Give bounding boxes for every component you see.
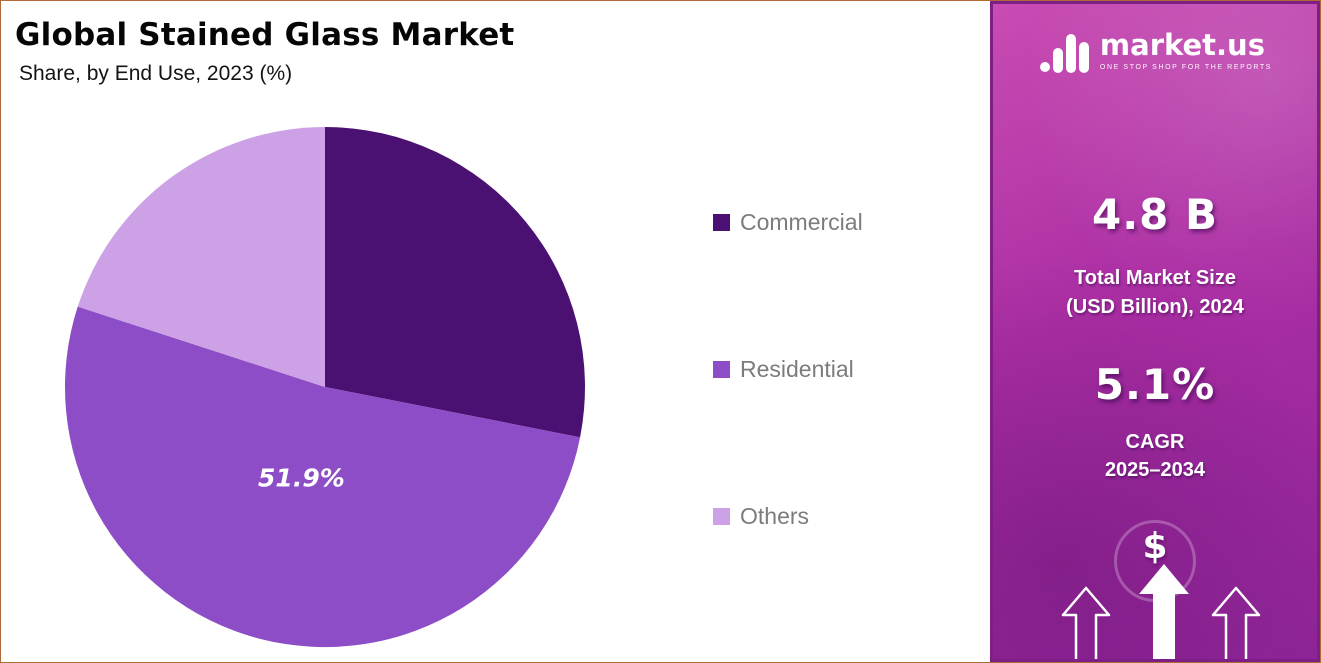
growth-arrow-left-icon [1061,586,1111,659]
pie-slice-others [77,127,325,387]
growth-arrows-icon [1061,564,1261,659]
brand-tagline: ONE STOP SHOP FOR THE REPORTS [1099,64,1273,71]
market-size-label-line2: (USD Billion), 2024 [1066,296,1244,318]
brand-text: market.us ONE STOP SHOP FOR THE REPORTS [1099,28,1273,72]
marketus-logo-icon [1038,28,1090,74]
growth-arrow-right-icon [1211,586,1261,659]
brand-name: market.us [1099,28,1265,62]
legend-swatch-others [713,508,730,525]
legend-label: Others [740,503,810,529]
cagr-value: 5.1% [1094,360,1216,409]
page-title: Global Stained Glass Market [15,17,515,53]
market-size-value: 4.8 B [1091,190,1219,239]
pie-slice-residential [64,306,581,648]
pie-slice-commercial [325,127,585,438]
cagr-label-line2: 2025–2034 [1104,459,1206,481]
pie-chart: 51.9% [64,127,585,648]
brand-sidebar: market.us ONE STOP SHOP FOR THE REPORTS … [990,1,1320,662]
chart-header: Global Stained Glass Market Share, by En… [1,1,990,86]
growth-arrow-middle-icon [1139,564,1189,659]
dollar-icon: $ [1142,526,1168,567]
brand-logo: market.us ONE STOP SHOP FOR THE REPORTS [993,28,1317,74]
legend-item-others: Others [713,503,863,530]
market-size-label-line1: Total Market Size [1074,267,1236,289]
legend-swatch-commercial [713,214,730,231]
legend-item-residential: Residential [713,356,863,383]
pie-slice-label: 51.9% [258,464,345,493]
chart-area: Global Stained Glass Market Share, by En… [1,1,990,662]
legend-label: Commercial [740,209,863,235]
legend-item-commercial: Commercial [713,209,863,236]
chart-legend: Commercial Residential Others [713,209,863,650]
legend-swatch-residential [713,361,730,378]
cagr-label-line1: CAGR [1125,431,1185,453]
pie-chart-container: 51.9% [61,123,589,651]
legend-label: Residential [740,356,854,382]
page-subtitle: Share, by End Use, 2023 (%) [19,62,293,85]
